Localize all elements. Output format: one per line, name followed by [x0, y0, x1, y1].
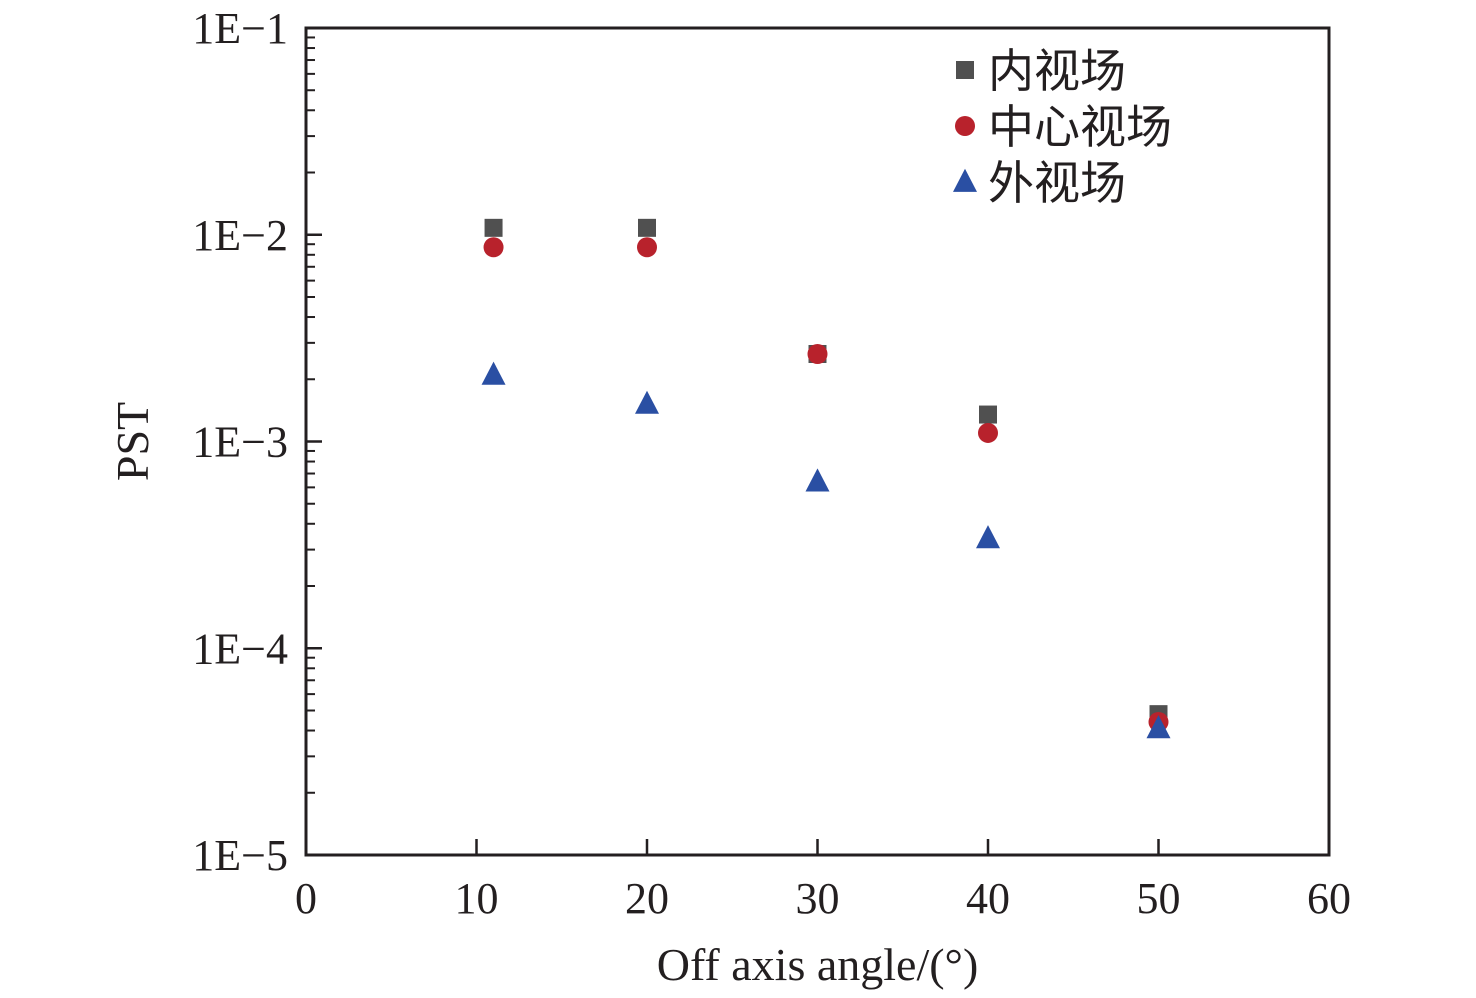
x-tick-label: 10 — [455, 874, 499, 923]
legend-square-marker — [956, 61, 974, 79]
y-tick-label: 1E−1 — [192, 4, 288, 53]
data-points — [481, 218, 1171, 739]
data-point-circle — [483, 237, 504, 258]
legend-marker-circle — [955, 116, 975, 136]
y-tick-label: 1E−4 — [192, 624, 288, 673]
x-tick-labels: 0 10 20 30 40 50 60 — [295, 874, 1351, 923]
data-point-square — [979, 405, 997, 424]
legend-marker-square — [956, 61, 974, 79]
major-ticks — [304, 26, 1331, 857]
y-tick-label: 1E−5 — [192, 831, 288, 880]
legend-marker-triangle — [953, 168, 977, 192]
data-point-circle — [637, 237, 657, 258]
data-point-square — [484, 218, 503, 237]
x-tick-label: 0 — [295, 874, 317, 923]
legend-label-inner-field: 内视场 — [988, 44, 1126, 98]
data-point-triangle — [635, 390, 659, 414]
data-point-triangle — [1146, 715, 1171, 739]
y-tick-label: 1E−3 — [192, 418, 288, 467]
series-triangle-points — [481, 361, 1171, 739]
y-tick-labels: 1E−5 1E−4 1E−3 1E−2 1E−1 — [192, 4, 288, 880]
x-tick-label: 50 — [1137, 874, 1181, 923]
legend: 内视场 中心视场 外视场 — [953, 44, 1172, 210]
legend-item-inner-field: 内视场 — [956, 44, 1126, 98]
data-point-triangle — [805, 468, 830, 492]
x-axis-title: Off axis angle/(°) — [657, 939, 979, 990]
legend-triangle-marker — [953, 168, 977, 192]
series-square-points — [484, 218, 1168, 724]
y-axis-title: PST — [107, 402, 158, 481]
legend-item-center-field: 中心视场 — [955, 100, 1172, 154]
data-point-circle — [978, 422, 998, 443]
x-tick-label: 60 — [1307, 874, 1351, 923]
legend-label-outer-field: 外视场 — [988, 156, 1126, 210]
legend-label-center-field: 中心视场 — [988, 100, 1172, 154]
x-tick-label: 30 — [796, 874, 840, 923]
legend-circle-marker — [955, 116, 975, 136]
plot-frame — [304, 26, 1331, 857]
x-tick-label: 20 — [625, 874, 669, 923]
legend-item-outer-field: 外视场 — [953, 156, 1126, 210]
data-point-triangle — [481, 361, 506, 385]
x-tick-label: 40 — [966, 874, 1010, 923]
series-circle-points — [483, 237, 1169, 732]
y-tick-label: 1E−2 — [192, 211, 288, 260]
data-point-circle — [807, 343, 828, 364]
data-point-triangle — [976, 525, 1000, 549]
data-point-square — [638, 218, 656, 237]
